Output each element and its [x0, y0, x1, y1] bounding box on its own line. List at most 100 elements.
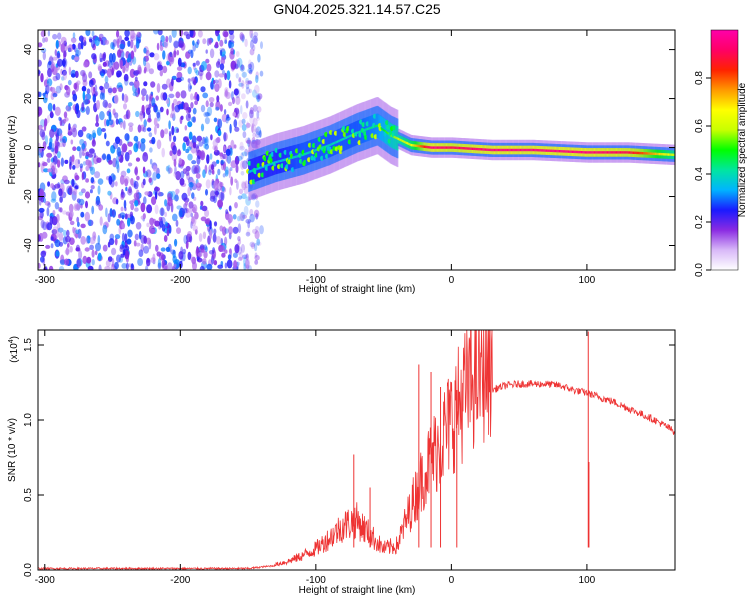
spectrogram-noise-cell: [241, 214, 247, 219]
spectrogram-noise-cell: [54, 106, 61, 117]
spectrogram-noise-cell: [216, 159, 220, 164]
spectrogram-noise-cell: [194, 164, 200, 173]
spectrogram-noise-cell: [173, 40, 180, 49]
spectrogram-noise-cell: [160, 247, 166, 252]
spectrogram-noise-cell: [250, 194, 257, 201]
spectrogram-noise-cell: [241, 151, 248, 157]
spectrogram-ridge-cell: [479, 148, 482, 151]
spectrogram-noise-cell: [65, 235, 71, 243]
spectrogram-noise-cell: [245, 122, 251, 128]
spectrogram-noise-cell: [213, 228, 217, 235]
spectrogram-noise-cell: [68, 203, 74, 213]
spectrogram-noise-cell: [227, 254, 232, 260]
snr-ytick-label: 0.5: [23, 488, 34, 502]
spectrogram-noise-cell: [120, 206, 124, 212]
spectrogram-noise-cell: [108, 159, 113, 165]
spectrogram-noise-cell: [219, 49, 223, 57]
spectrogram-noise-cell: [192, 62, 196, 67]
spectrogram-noise-cell: [42, 221, 47, 231]
spectrogram-noise-cell: [182, 142, 186, 152]
spectrogram-noise-cell: [75, 47, 79, 57]
spectrogram-noise-cell: [62, 118, 67, 124]
spectrogram-noise-cell: [51, 191, 57, 202]
spectrogram-noise-cell: [135, 139, 139, 149]
spectrogram-noise-cell: [240, 211, 245, 222]
spectrogram-ridge-cell: [518, 148, 520, 152]
spectrogram-noise-cell: [255, 74, 259, 84]
spectrogram-noise-cell: [116, 30, 120, 38]
spectrogram-noise-cell: [65, 247, 70, 256]
spectrogram-noise-cell: [40, 219, 45, 229]
spectrogram-noise-cell: [238, 213, 244, 222]
spectrogram-ridge-cell: [427, 146, 430, 149]
spectrogram-noise-cell: [124, 176, 130, 184]
spectrogram-noise-cell: [251, 136, 256, 145]
snr-series: [37, 329, 675, 571]
spectrogram-noise-cell: [105, 140, 110, 147]
spectrogram-noise-cell: [104, 266, 111, 270]
spectrogram-noise-cell: [43, 197, 46, 203]
spectrogram-noise-cell: [125, 62, 129, 72]
spectrogram-noise-cell: [191, 192, 195, 200]
spectrogram-ridge-cell: [515, 148, 518, 152]
spectrogram-noise-cell: [169, 190, 176, 201]
spectrogram-noise-cell: [166, 108, 169, 116]
spectrogram-noise-cell: [251, 192, 258, 200]
spectrogram-noise-cell: [212, 79, 216, 85]
spectrogram-noise-cell: [145, 265, 149, 270]
spectrogram-noise-cell: [226, 154, 232, 164]
spectrogram-ridge-cell: [400, 138, 402, 142]
spectrogram-noise-cell: [224, 228, 229, 234]
spectrogram-ridge-cell: [605, 151, 607, 154]
spectrogram-noise-cell: [215, 106, 220, 111]
spectrogram-ridge-cell: [424, 145, 427, 148]
spectrogram-noise-cell: [141, 95, 145, 101]
spectrogram-noise-cell: [129, 39, 134, 49]
spectrogram-ridge-cell: [523, 148, 526, 152]
spectrogram-noise-cell: [134, 167, 138, 175]
spectrogram-noise-cell: [81, 85, 87, 92]
spectrogram-noise-cell: [194, 211, 199, 220]
spectrogram-noise-cell: [156, 251, 162, 257]
spectrogram-noise-cell: [71, 73, 76, 78]
spectrogram-noise-cell: [93, 152, 97, 158]
spectrogram-noise-cell: [125, 95, 129, 103]
spectrogram-noise-cell: [107, 213, 111, 223]
spectrogram-noise-cell: [190, 212, 193, 218]
spectrogram-noise-cell: [190, 221, 193, 229]
spectrogram-noise-cell: [189, 85, 192, 90]
spectrogram-noise-cell: [257, 95, 261, 102]
spectrogram-noise-cell: [247, 63, 252, 70]
spectrogram-noise-cell: [85, 200, 88, 209]
spectrogram-noise-cell: [109, 233, 115, 241]
spectrogram-noise-cell: [182, 248, 187, 255]
spectrogram-noise-cell: [91, 259, 95, 266]
spectrogram-noise-cell: [208, 38, 212, 45]
spectrogram-noise-cell: [147, 118, 152, 123]
spectrogram-ridge-cell: [462, 147, 465, 150]
spectrogram-noise-cell: [96, 157, 102, 163]
snr-scale-label: (x104): [8, 336, 20, 363]
spectrogram-noise-cell: [102, 153, 107, 160]
spectrogram-noise-cell: [190, 93, 194, 101]
spectrogram-noise-cell: [48, 60, 52, 66]
spectrogram-noise-cell: [255, 200, 260, 208]
spectrogram-noise-cell: [82, 79, 88, 87]
spectrogram-noise-cell: [114, 261, 119, 270]
spectrogram-noise-cell: [149, 147, 153, 153]
spectrogram-noise-cell: [252, 133, 257, 138]
spectrogram-ridge-cell: [340, 138, 343, 142]
spectrogram-noise-cell: [99, 111, 105, 121]
spectrogram-noise-cell: [215, 30, 220, 37]
spectrogram-noise-cell: [234, 178, 238, 183]
spectrogram-noise-cell: [123, 103, 127, 110]
spectrogram-noise-cell: [228, 205, 232, 212]
spectrogram-noise-cell: [96, 100, 100, 110]
spectrogram-noise-cell: [79, 163, 84, 169]
spectrogram-noise-cell: [154, 186, 160, 192]
spectrogram-noise-cell: [145, 237, 151, 245]
spectrogram-noise-cell: [91, 30, 95, 37]
spectrogram-noise-cell: [234, 126, 240, 132]
spectrogram-noise-cell: [173, 263, 177, 268]
spectrogram-noise-cell: [89, 237, 96, 245]
